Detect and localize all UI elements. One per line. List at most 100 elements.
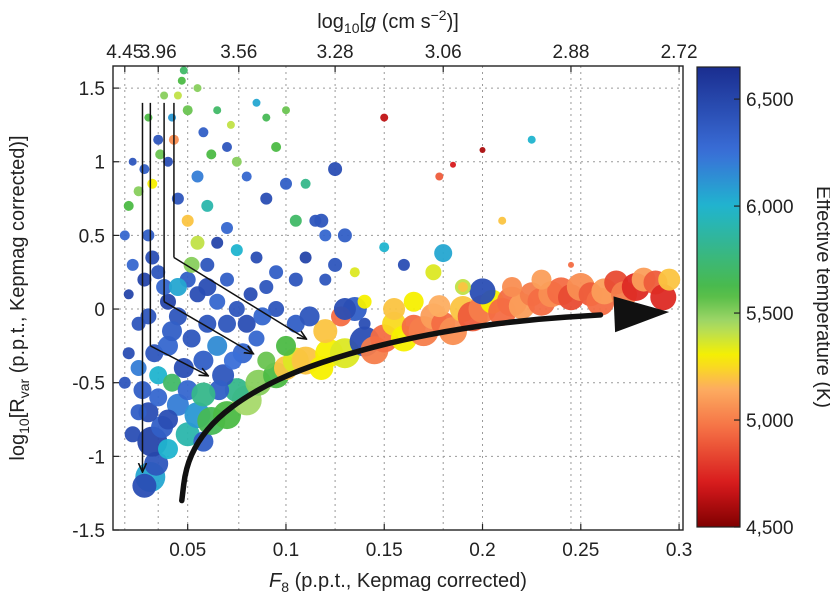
star-point [428, 295, 451, 318]
star-point [224, 378, 249, 403]
data-points [118, 66, 681, 498]
star-point [201, 199, 214, 212]
star-point [658, 268, 681, 291]
colorbar-tick-label: 5,000 [746, 411, 794, 432]
star-point [357, 294, 372, 309]
star-point [650, 284, 677, 311]
star-point [190, 235, 205, 250]
star-point [531, 269, 552, 290]
star-point [183, 256, 200, 273]
star-point [231, 156, 242, 167]
star-point [498, 216, 507, 225]
star-point [153, 134, 164, 145]
star-point [241, 171, 252, 182]
top-tick-label: 3.28 [317, 42, 354, 63]
star-point [123, 289, 134, 300]
star-point [151, 265, 166, 280]
star-point [260, 192, 273, 205]
top-tick-label: 3.06 [425, 42, 462, 63]
star-point [276, 335, 296, 356]
star-point [149, 388, 168, 407]
star-point [122, 347, 135, 360]
star-point [403, 291, 424, 312]
evolution-arrow [150, 345, 207, 375]
star-point [380, 113, 389, 122]
colorbar-tick-label: 4,500 [746, 518, 794, 539]
star-point [158, 439, 178, 459]
star-point [383, 298, 406, 320]
star-point [221, 222, 233, 234]
colorbar-tick-label: 6,000 [746, 197, 794, 218]
y-title-sub2: var [16, 379, 32, 399]
star-point [349, 267, 360, 278]
star-point [379, 242, 390, 253]
star-point [262, 113, 271, 122]
star-point [271, 142, 282, 152]
y-tick-label: 0 [94, 300, 105, 321]
star-point [166, 393, 189, 416]
top-axis-title: log10[g (cm s−2)] [317, 7, 459, 36]
top-title-g: g [365, 11, 376, 33]
star-point [198, 314, 217, 333]
star-point [163, 373, 181, 392]
star-point [140, 308, 157, 325]
star-point [319, 229, 332, 242]
star-point [268, 301, 285, 317]
star-point [314, 213, 329, 228]
colorbar-tick-label: 6,500 [746, 90, 794, 111]
star-point [435, 172, 444, 181]
star-point [434, 244, 453, 263]
star-point [220, 272, 234, 287]
star-point [142, 229, 155, 242]
star-point [130, 360, 147, 376]
x-title-sub: 8 [281, 579, 289, 595]
evolution-arrows [142, 102, 306, 471]
star-point [397, 258, 410, 271]
evolution-arrow [173, 256, 306, 338]
star-point [259, 280, 274, 294]
y-title-mid: [R [7, 398, 29, 418]
colorbar-title: Effective temperature (K) [812, 186, 830, 408]
top-tick-label: 2.72 [661, 42, 698, 63]
star-point [133, 186, 144, 197]
trend-arrowhead [613, 296, 670, 333]
star-point [193, 350, 214, 371]
top-title-sub: 10 [344, 20, 360, 36]
star-point [177, 76, 186, 85]
star-point [126, 258, 139, 271]
star-point [300, 178, 311, 189]
star-point [282, 106, 290, 115]
star-point [179, 66, 188, 75]
y-tick-label: -1 [88, 447, 105, 468]
y-tick-label: 1.5 [79, 79, 105, 100]
star-point [228, 301, 245, 317]
star-point [182, 329, 201, 348]
trend-curve [179, 296, 670, 504]
x-tick-label: 0.15 [366, 540, 403, 561]
star-point [450, 161, 456, 168]
star-point [328, 257, 343, 272]
star-point [269, 265, 284, 280]
star-point [252, 98, 261, 107]
star-point [158, 409, 178, 430]
star-point [502, 277, 522, 297]
x-title-rest: (p.p.t., Kepmag corrected) [289, 570, 527, 592]
star-point [118, 376, 131, 389]
star-point [479, 147, 486, 153]
star-point [207, 335, 228, 356]
top-tick-label: 2.88 [552, 42, 589, 63]
star-point [173, 91, 182, 100]
star-point [137, 272, 152, 287]
x-tick-label: 0.05 [169, 540, 206, 561]
star-point [218, 314, 236, 333]
star-point [144, 113, 153, 122]
top-title-mid: [ [359, 11, 365, 33]
colorbar-tick-label: 5,500 [746, 304, 794, 325]
star-point [223, 351, 242, 370]
star-point [173, 358, 194, 378]
star-point [527, 135, 536, 144]
x-title-main: F [269, 570, 283, 592]
star-point [145, 250, 160, 265]
star-point [288, 272, 303, 287]
star-point [358, 317, 371, 330]
